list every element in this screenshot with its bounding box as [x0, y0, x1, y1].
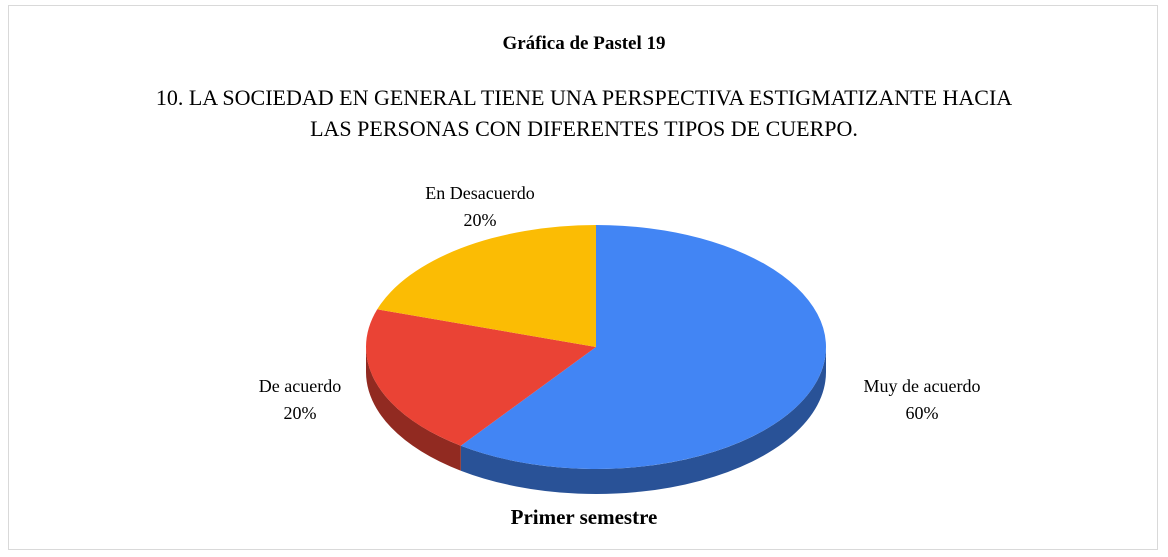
- chart-subtitle: 10. LA SOCIEDAD EN GENERAL TIENE UNA PER…: [155, 85, 1013, 141]
- pie-slice: [366, 309, 596, 446]
- pie-slice: [460, 225, 827, 470]
- chart-title: Gráfica de Pastel 19: [502, 33, 666, 54]
- pie-slice-side: [460, 347, 826, 494]
- chart-frame: [8, 5, 1158, 550]
- data-label-name: De acuerdo: [259, 376, 341, 396]
- pie-slice-side: [366, 347, 461, 471]
- pie-slice: [377, 225, 596, 347]
- x-axis-label: Primer semestre: [510, 505, 658, 529]
- data-label-name: En Desacuerdo: [425, 183, 534, 203]
- data-label-name: Muy de acuerdo: [864, 376, 981, 396]
- data-label-value: 60%: [906, 403, 939, 423]
- data-label-value: 20%: [464, 210, 497, 230]
- data-label-value: 20%: [284, 403, 317, 423]
